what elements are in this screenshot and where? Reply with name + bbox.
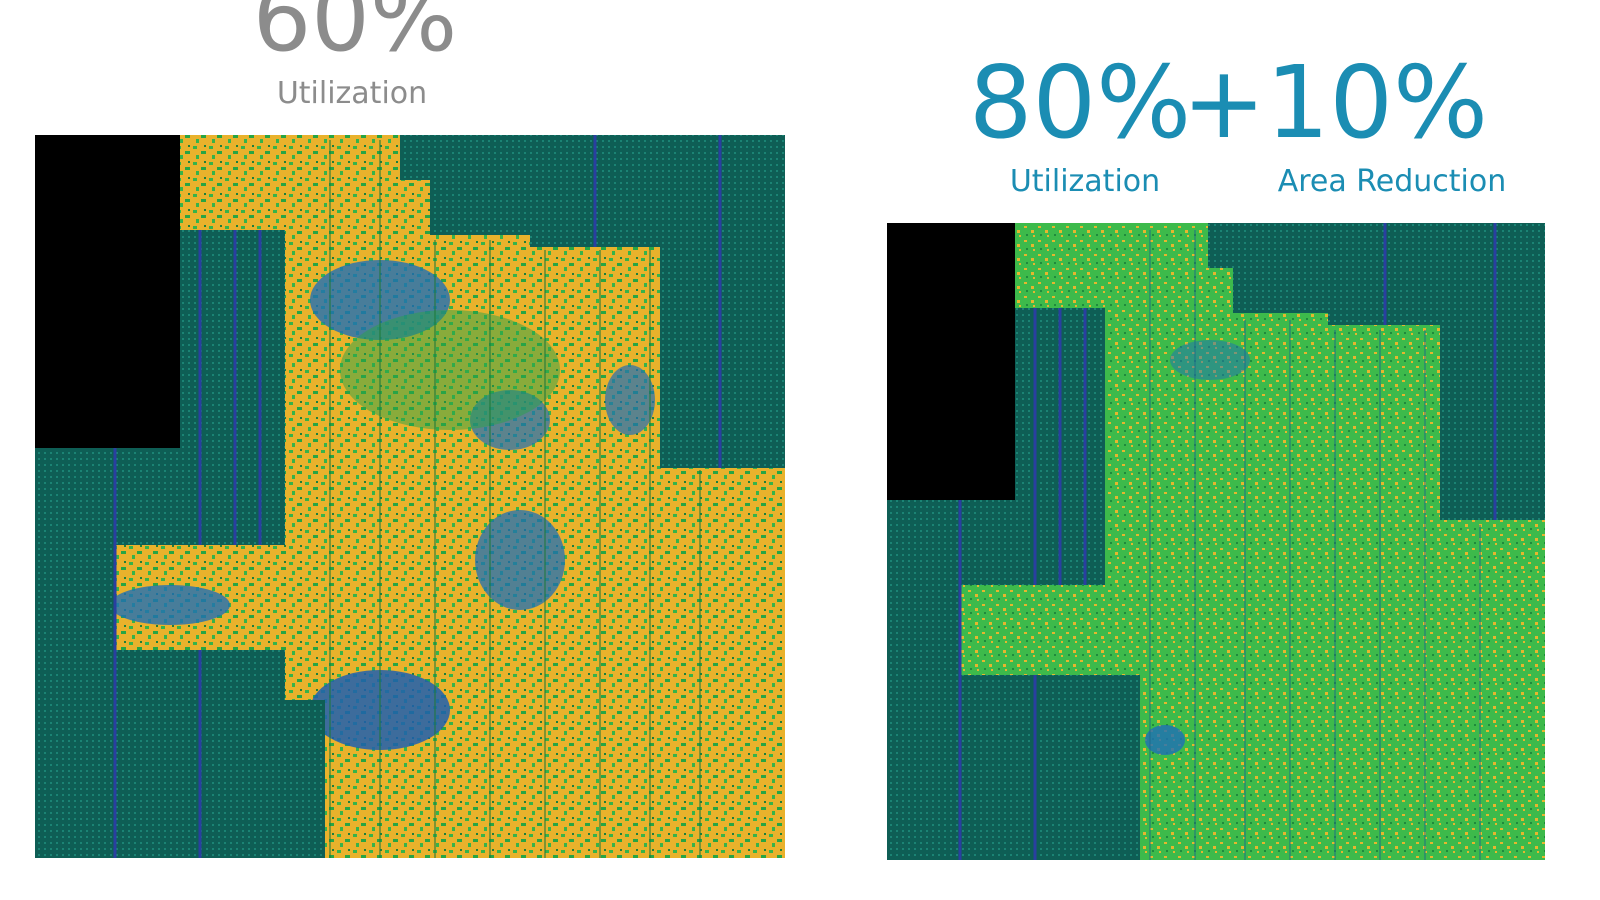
chip-layout-left [35, 135, 785, 858]
headline: 80% [969, 44, 1191, 161]
chip-layout-right [887, 223, 1545, 860]
headline: 60% [253, 0, 457, 72]
metric-label: Utilization [277, 76, 427, 111]
headline: +10% [1182, 44, 1488, 161]
metric-label: Utilization [1010, 164, 1160, 199]
metric-label: Area Reduction [1278, 164, 1507, 199]
